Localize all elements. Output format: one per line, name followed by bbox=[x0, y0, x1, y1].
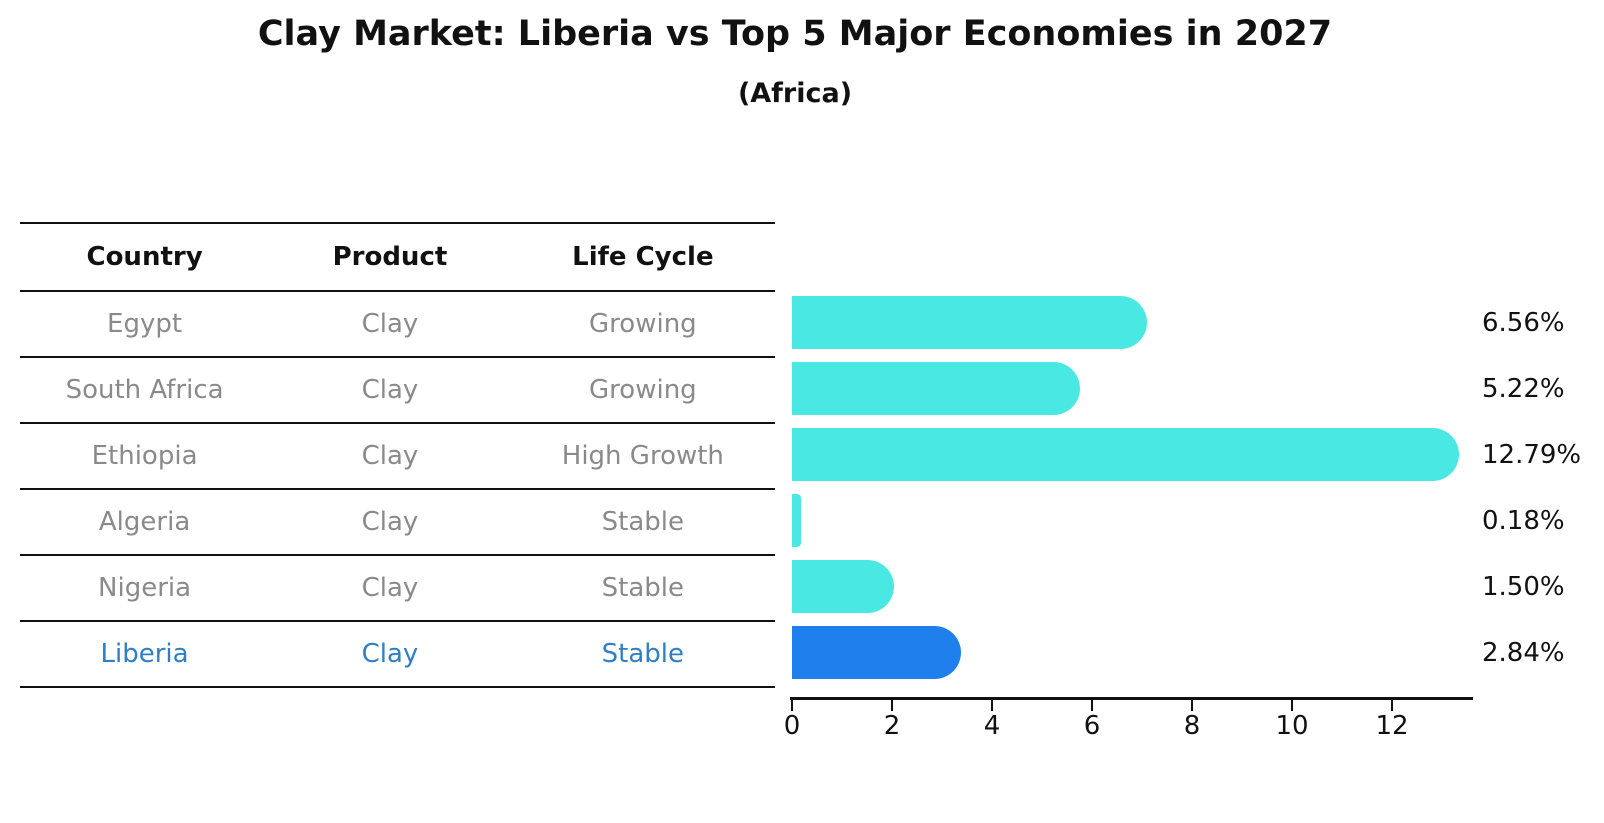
cell-country: Liberia bbox=[100, 639, 189, 669]
table-row-egypt: Egypt Clay Growing bbox=[20, 292, 775, 358]
x-tick-2 bbox=[891, 700, 893, 711]
cell-product: Clay bbox=[361, 375, 419, 405]
cell-life-cycle: Growing bbox=[589, 375, 697, 405]
cell-product: Clay bbox=[361, 309, 419, 339]
x-tick-label-8: 8 bbox=[1183, 711, 1201, 741]
x-axis-line bbox=[790, 697, 1473, 700]
cell-country: Egypt bbox=[107, 309, 183, 339]
x-tick-label-12: 12 bbox=[1375, 711, 1409, 741]
cell-life-cycle: Growing bbox=[589, 309, 697, 339]
cell-country: South Africa bbox=[65, 375, 224, 405]
value-label-nigeria: 1.50% bbox=[1482, 571, 1565, 602]
cell-country: Nigeria bbox=[98, 573, 192, 603]
cell-product: Clay bbox=[361, 507, 419, 537]
x-tick-6 bbox=[1091, 700, 1093, 711]
value-label-ethiopia: 12.79% bbox=[1482, 439, 1582, 470]
x-tick-label-4: 4 bbox=[983, 711, 1001, 741]
table-row-ethiopia: Ethiopia Clay High Growth bbox=[20, 424, 775, 490]
x-tick-label-10: 10 bbox=[1275, 711, 1309, 741]
value-label-egypt: 6.56% bbox=[1482, 307, 1565, 338]
x-tick-label-0: 0 bbox=[783, 711, 801, 741]
cell-product: Clay bbox=[361, 573, 419, 603]
bar-south-africa bbox=[792, 362, 1080, 415]
x-tick-12 bbox=[1391, 700, 1393, 711]
bar-liberia bbox=[792, 626, 961, 679]
x-tick-8 bbox=[1191, 700, 1193, 711]
country-table: Country Product Life Cycle Egypt Clay Grow… bbox=[20, 222, 775, 688]
table-header-product: Product bbox=[332, 242, 448, 272]
cell-life-cycle: Stable bbox=[601, 573, 685, 603]
table-header-life-cycle: Life Cycle bbox=[572, 242, 714, 272]
cell-life-cycle: Stable bbox=[601, 507, 685, 537]
value-label-south-africa: 5.22% bbox=[1482, 373, 1565, 404]
x-tick-label-2: 2 bbox=[883, 711, 901, 741]
page-title: Clay Market: Liberia vs Top 5 Major Econ… bbox=[257, 14, 1333, 54]
bar-egypt bbox=[792, 296, 1147, 349]
cell-country: Algeria bbox=[98, 507, 191, 537]
cell-country: Ethiopia bbox=[91, 441, 198, 471]
cell-product: Clay bbox=[361, 441, 419, 471]
cell-life-cycle: Stable bbox=[601, 639, 685, 669]
page-subtitle: (Africa) bbox=[737, 78, 853, 109]
value-label-algeria: 0.18% bbox=[1482, 505, 1565, 536]
table-row-liberia: Liberia Clay Stable bbox=[20, 622, 775, 688]
bar-algeria bbox=[792, 494, 801, 547]
cell-product: Clay bbox=[361, 639, 419, 669]
bar-ethiopia bbox=[792, 428, 1459, 481]
table-body: Egypt Clay Growing South Africa Clay Growing E… bbox=[20, 292, 775, 688]
x-tick-label-6: 6 bbox=[1083, 711, 1101, 741]
table-header-row: Country Product Life Cycle bbox=[20, 222, 775, 292]
table-row-nigeria: Nigeria Clay Stable bbox=[20, 556, 775, 622]
x-tick-10 bbox=[1291, 700, 1293, 711]
table-row-south-africa: South Africa Clay Growing bbox=[20, 358, 775, 424]
x-tick-0 bbox=[791, 700, 793, 711]
table-row-algeria: Algeria Clay Stable bbox=[20, 490, 775, 556]
value-label-liberia: 2.84% bbox=[1482, 637, 1565, 668]
x-tick-4 bbox=[991, 700, 993, 711]
cell-life-cycle: High Growth bbox=[561, 441, 724, 471]
bar-nigeria bbox=[792, 560, 894, 613]
table-header-country: Country bbox=[86, 242, 203, 272]
